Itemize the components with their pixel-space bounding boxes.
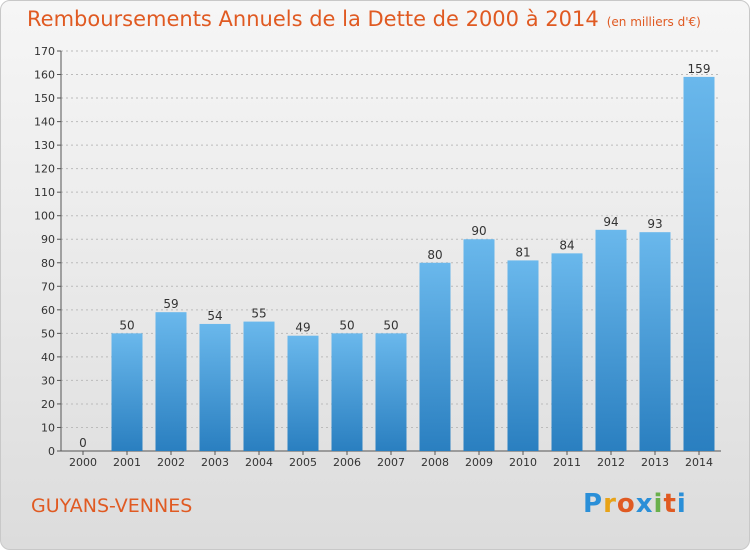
logo-letter: i xyxy=(676,489,687,519)
bar-2009 xyxy=(463,239,495,451)
logo-letter: o xyxy=(616,489,636,519)
y-tick-label: 110 xyxy=(34,186,55,199)
y-tick-label: 50 xyxy=(41,327,55,340)
x-tick-label-2002: 2002 xyxy=(157,456,185,469)
x-tick-label-2010: 2010 xyxy=(509,456,537,469)
x-tick-label-2011: 2011 xyxy=(553,456,581,469)
x-tick-label-2004: 2004 xyxy=(245,456,273,469)
x-axis: 2000 2001 2002 2003 2004 2005 2006 2007 2008 2009… xyxy=(69,451,713,469)
commune-name: GUYANS-VENNES xyxy=(31,495,193,517)
y-tick-label: 70 xyxy=(41,280,55,293)
y-tick-label: 0 xyxy=(48,445,55,458)
y-tick-label: 40 xyxy=(41,351,55,364)
x-tick-label-2003: 2003 xyxy=(201,456,229,469)
y-tick-label: 10 xyxy=(41,421,55,434)
y-tick-label: 130 xyxy=(34,139,55,152)
x-tick-label-2000: 2000 xyxy=(69,456,97,469)
bar-2014 xyxy=(683,76,715,451)
chart-title: Remboursements Annuels de la Dette de 20… xyxy=(27,7,701,31)
logo-letter: t xyxy=(663,489,677,519)
value-labels: 0 50 59 54 55 49 50 50 80 90 81 84 94 93 159 xyxy=(79,62,710,450)
logo-letter: r xyxy=(603,489,617,519)
bar-2013 xyxy=(639,232,671,451)
x-tick-label-2006: 2006 xyxy=(333,456,361,469)
value-label-2001: 50 xyxy=(119,318,134,332)
x-tick-label-2013: 2013 xyxy=(641,456,669,469)
value-label-2002: 59 xyxy=(163,297,178,311)
bar-2004 xyxy=(243,321,275,451)
y-tick-label: 150 xyxy=(34,92,55,105)
chart-title-text: Remboursements Annuels de la Dette de 20… xyxy=(27,7,599,31)
y-tick-label: 90 xyxy=(41,233,55,246)
x-tick-label-2008: 2008 xyxy=(421,456,449,469)
value-label-2003: 54 xyxy=(207,309,222,323)
y-tick-label: 20 xyxy=(41,398,55,411)
bar-2011 xyxy=(551,253,583,451)
logo-letter: x xyxy=(635,489,654,519)
logo-letter: P xyxy=(583,489,604,519)
logo-letter: i xyxy=(653,489,664,519)
y-tick-label: 160 xyxy=(34,69,55,82)
bar-2012 xyxy=(595,229,627,451)
chart-subtitle: (en milliers d'€) xyxy=(606,15,701,29)
y-tick-label: 140 xyxy=(34,116,55,129)
bar-2003 xyxy=(199,323,231,451)
x-tick-label-2005: 2005 xyxy=(289,456,317,469)
value-label-2007: 50 xyxy=(383,318,398,332)
x-tick-label-2007: 2007 xyxy=(377,456,405,469)
y-tick-label: 60 xyxy=(41,304,55,317)
x-tick-label-2012: 2012 xyxy=(597,456,625,469)
value-label-2014: 159 xyxy=(688,62,711,76)
value-label-2013: 93 xyxy=(647,217,662,231)
y-tick-label: 170 xyxy=(34,45,55,58)
y-tick-label: 30 xyxy=(41,374,55,387)
bar-2010 xyxy=(507,260,539,451)
value-label-2004: 55 xyxy=(251,307,266,321)
bar-2005 xyxy=(287,335,319,451)
bars xyxy=(111,76,715,451)
bar-2002 xyxy=(155,312,187,451)
bar-2007 xyxy=(375,333,407,451)
value-label-2008: 80 xyxy=(427,248,442,262)
y-tick-label: 100 xyxy=(34,210,55,223)
bar-2008 xyxy=(419,262,451,451)
y-tick-label: 120 xyxy=(34,163,55,176)
value-label-2011: 84 xyxy=(559,238,574,252)
value-label-2009: 90 xyxy=(471,224,486,238)
x-tick-label-2014: 2014 xyxy=(685,456,713,469)
value-label-2005: 49 xyxy=(295,321,310,335)
x-tick-label-2009: 2009 xyxy=(465,456,493,469)
value-label-2006: 50 xyxy=(339,318,354,332)
value-label-2000: 0 xyxy=(79,436,87,450)
y-tick-label: 80 xyxy=(41,257,55,270)
bar-2001 xyxy=(111,333,143,451)
proxiti-logo: Proxiti xyxy=(583,489,687,519)
value-label-2010: 81 xyxy=(515,245,530,259)
value-label-2012: 94 xyxy=(603,215,618,229)
bar-2006 xyxy=(331,333,363,451)
x-tick-label-2001: 2001 xyxy=(113,456,141,469)
